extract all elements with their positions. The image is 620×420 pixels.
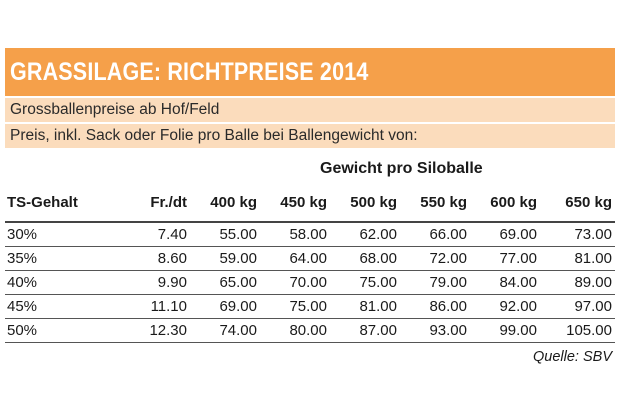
table-cell: 75.00 xyxy=(260,294,330,319)
table-cell: 93.00 xyxy=(400,318,470,343)
subtitle-text-1: Grossballenpreise ab Hof/Feld xyxy=(10,101,220,118)
table-cell: 40% xyxy=(5,270,115,295)
table-cell: 66.00 xyxy=(400,222,470,247)
group-header: Gewicht pro Siloballe xyxy=(320,160,483,177)
column-header: 650 kg xyxy=(540,183,615,223)
table-cell: 9.90 xyxy=(115,270,190,295)
column-header: TS-Gehalt xyxy=(5,183,115,223)
table-header-row: TS-Gehalt Fr./dt 400 kg 450 kg 500 kg 55… xyxy=(5,183,615,223)
column-header: 550 kg xyxy=(400,183,470,223)
table-cell: 58.00 xyxy=(260,222,330,247)
table-cell: 50% xyxy=(5,318,115,343)
subtitle-row-1: Grossballenpreise ab Hof/Feld xyxy=(5,96,615,122)
table-cell: 69.00 xyxy=(190,294,260,319)
column-header: 450 kg xyxy=(260,183,330,223)
table-row: 35% 8.60 59.00 64.00 68.00 72.00 77.00 8… xyxy=(5,246,615,271)
table-cell: 11.10 xyxy=(115,294,190,319)
table-cell: 35% xyxy=(5,246,115,271)
column-header: 400 kg xyxy=(190,183,260,223)
table-cell: 92.00 xyxy=(470,294,540,319)
table-cell: 81.00 xyxy=(330,294,400,319)
table-cell: 62.00 xyxy=(330,222,400,247)
column-header: Fr./dt xyxy=(115,183,190,223)
table-row: 30% 7.40 55.00 58.00 62.00 66.00 69.00 7… xyxy=(5,222,615,247)
table-cell: 79.00 xyxy=(400,270,470,295)
table-cell: 97.00 xyxy=(540,294,615,319)
table-cell: 72.00 xyxy=(400,246,470,271)
table-cell: 75.00 xyxy=(330,270,400,295)
table-cell: 69.00 xyxy=(470,222,540,247)
source-note: Quelle: SBV xyxy=(533,349,612,365)
table-cell: 89.00 xyxy=(540,270,615,295)
table-cell: 55.00 xyxy=(190,222,260,247)
table-cell: 12.30 xyxy=(115,318,190,343)
price-table: TS-Gehalt Fr./dt 400 kg 450 kg 500 kg 55… xyxy=(5,183,615,343)
subtitle-row-2: Preis, inkl. Sack oder Folie pro Balle b… xyxy=(5,122,615,148)
table-cell: 59.00 xyxy=(190,246,260,271)
title-bar: GRASSILAGE: RICHTPREISE 2014 xyxy=(5,48,615,96)
table-cell: 74.00 xyxy=(190,318,260,343)
table-cell: 87.00 xyxy=(330,318,400,343)
table-cell: 70.00 xyxy=(260,270,330,295)
table-cell: 45% xyxy=(5,294,115,319)
table-cell: 30% xyxy=(5,222,115,247)
table-cell: 84.00 xyxy=(470,270,540,295)
page-title: GRASSILAGE: RICHTPREISE 2014 xyxy=(10,57,369,86)
table-cell: 105.00 xyxy=(540,318,615,343)
table-row: 40% 9.90 65.00 70.00 75.00 79.00 84.00 8… xyxy=(5,270,615,295)
column-header: 500 kg xyxy=(330,183,400,223)
table-row: 50% 12.30 74.00 80.00 87.00 93.00 99.00 … xyxy=(5,318,615,343)
table-cell: 86.00 xyxy=(400,294,470,319)
table-cell: 65.00 xyxy=(190,270,260,295)
subtitle-text-2: Preis, inkl. Sack oder Folie pro Balle b… xyxy=(10,127,418,144)
table-cell: 99.00 xyxy=(470,318,540,343)
table-cell: 64.00 xyxy=(260,246,330,271)
table-cell: 80.00 xyxy=(260,318,330,343)
table-cell: 7.40 xyxy=(115,222,190,247)
table-cell: 77.00 xyxy=(470,246,540,271)
column-header: 600 kg xyxy=(470,183,540,223)
table-row: 45% 11.10 69.00 75.00 81.00 86.00 92.00 … xyxy=(5,294,615,319)
price-table-panel: GRASSILAGE: RICHTPREISE 2014 Grossballen… xyxy=(5,48,615,148)
table-cell: 8.60 xyxy=(115,246,190,271)
table-cell: 68.00 xyxy=(330,246,400,271)
table-cell: 73.00 xyxy=(540,222,615,247)
table-cell: 81.00 xyxy=(540,246,615,271)
